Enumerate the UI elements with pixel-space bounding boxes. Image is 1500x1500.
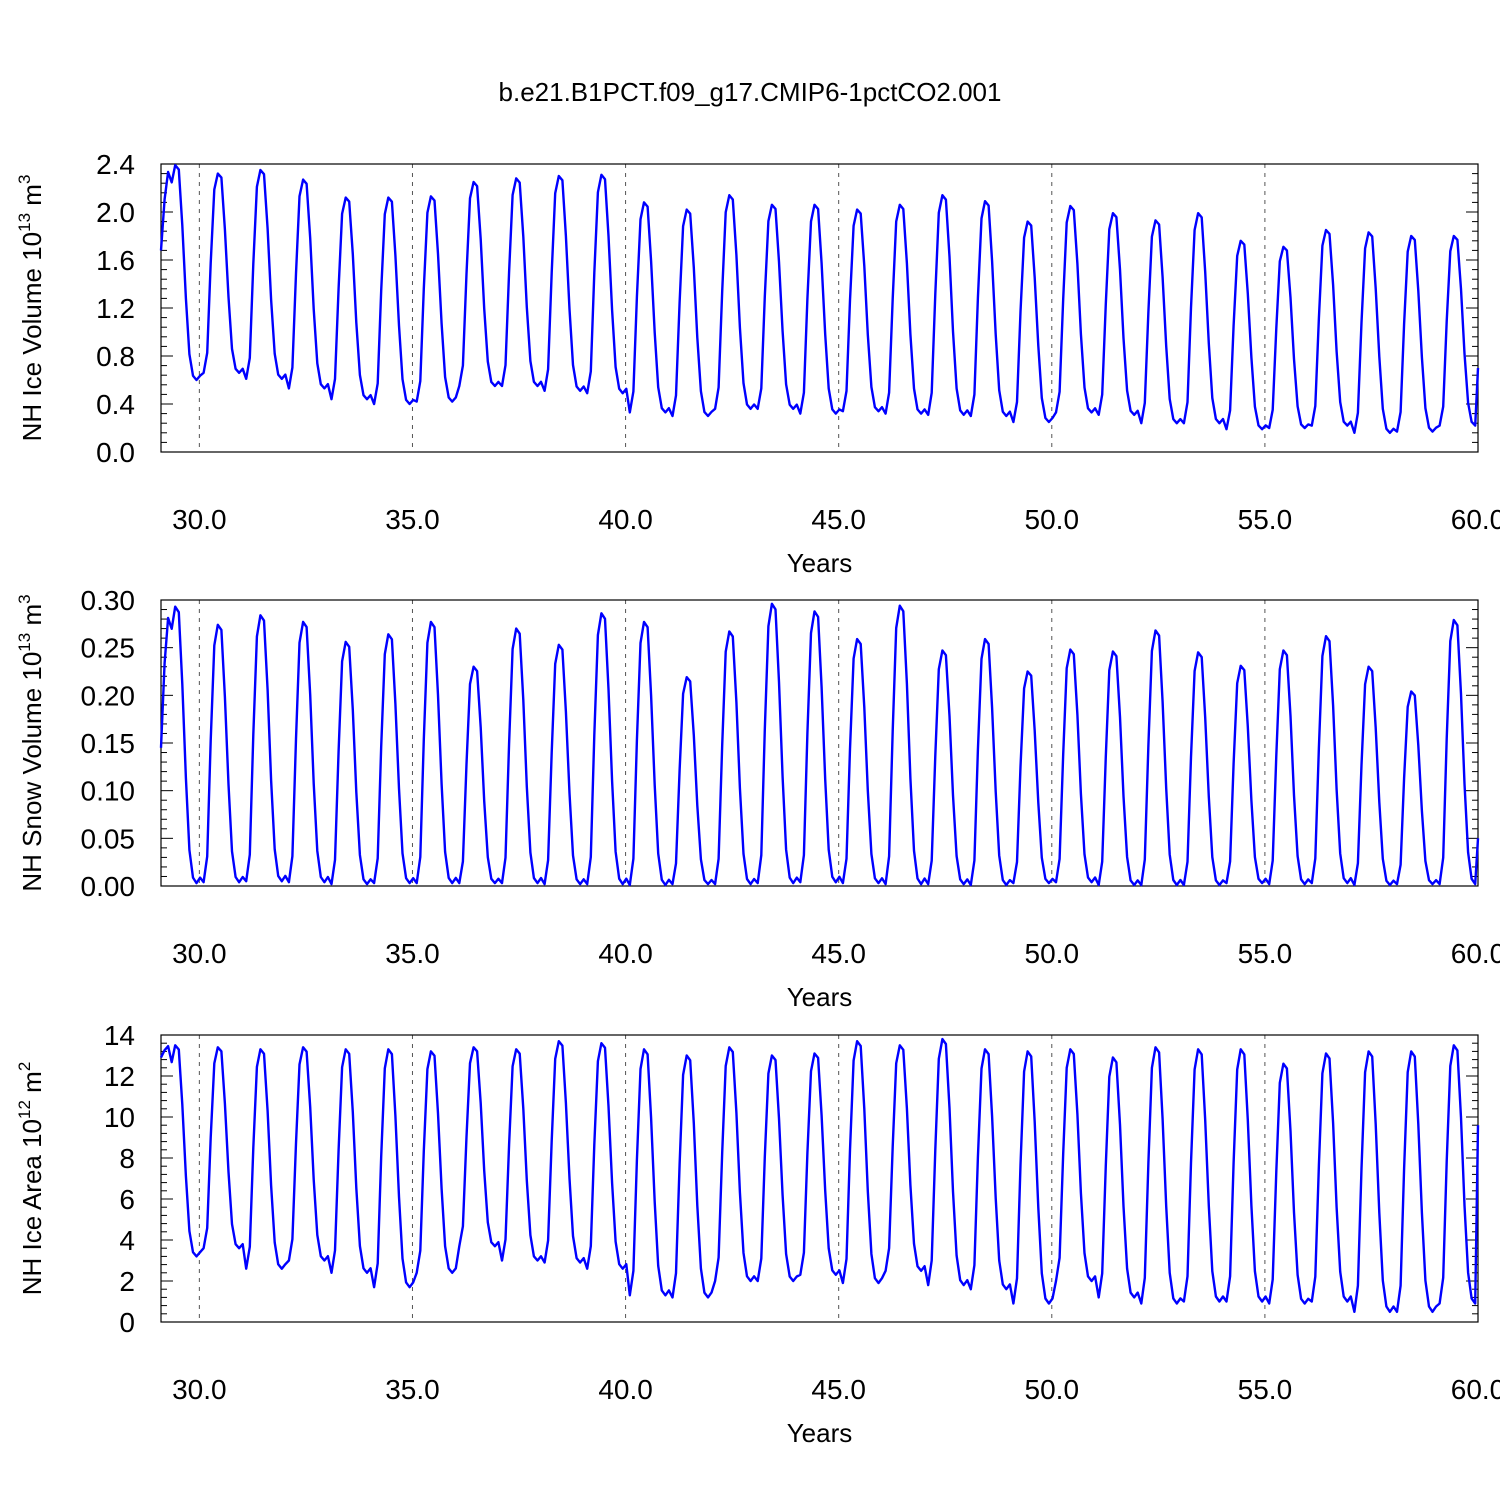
y-tick-label: 14 [104,1020,135,1051]
x-tick-label: 50.0 [1025,1374,1080,1405]
y-tick-label: 0.0 [96,437,135,468]
y-axis-label-superscript: 12 [15,1100,34,1119]
y-tick-label: 0.15 [81,728,136,759]
x-tick-label: 40.0 [598,504,653,535]
y-tick-label: 1.2 [96,293,135,324]
y-axis-label-text: m [17,604,47,633]
y-axis-label-text: m [17,1071,47,1100]
x-tick-label: 55.0 [1238,938,1293,969]
x-axis-label: Years [787,982,853,1012]
y-tick-label: 6 [119,1184,135,1215]
y-axis-label-text: m [17,184,47,213]
y-tick-label: 0.10 [81,776,136,807]
y-axis-label-superscript: 3 [15,175,34,184]
x-axis-label: Years [787,1418,853,1448]
x-tick-label: 60.0 [1451,504,1500,535]
x-tick-label: 60.0 [1451,938,1500,969]
y-axis-label-text: NH Ice Volume 10 [17,232,47,442]
nh-snow-volume-series-line [159,602,1480,887]
y-tick-label: 0.30 [81,585,136,616]
y-tick-label: 8 [119,1143,135,1174]
x-tick-label: 30.0 [172,938,227,969]
y-axis-label-superscript: 3 [15,594,34,603]
x-tick-label: 35.0 [385,1374,440,1405]
y-tick-label: 0.8 [96,341,135,372]
y-tick-label: 2.0 [96,197,135,228]
y-axis-label-text: NH Ice Area 10 [17,1119,47,1295]
x-tick-label: 30.0 [172,1374,227,1405]
y-tick-label: 0 [119,1307,135,1338]
y-tick-label: 2.4 [96,149,135,180]
x-tick-label: 55.0 [1238,1374,1293,1405]
y-axis-label: NH Snow Volume 1013 m3 [15,594,47,891]
y-tick-label: 10 [104,1102,135,1133]
nh-ice-area-series-line [159,1037,1480,1313]
plot-frame [160,163,1479,453]
x-tick-label: 45.0 [811,504,866,535]
x-tick-label: 40.0 [598,1374,653,1405]
y-tick-label: 0.25 [81,633,136,664]
y-tick-label: 1.6 [96,245,135,276]
nh-ice-area-panel: 0 2 4 6 8 10 12 14 30.0 35.0 40.0 45.0 50.0 55.0 60.0 Y… [15,1020,1500,1448]
x-tick-label: 50.0 [1025,938,1080,969]
nh-snow-volume-panel: 0.00 0.05 0.10 0.15 0.20 0.25 0.30 30.0 35.0 40.0… [15,585,1500,1012]
x-tick-label: 35.0 [385,504,440,535]
y-axis-label: NH Ice Area 1012 m2 [15,1062,47,1296]
nh-ice-volume-panel: 0.0 0.4 0.8 1.2 1.6 2.0 2.4 30.0 35.0 40.0 45.0 50.… [15,149,1500,578]
y-tick-label: 0.00 [81,871,136,902]
x-tick-label: 60.0 [1451,1374,1500,1405]
y-tick-label: 4 [119,1225,135,1256]
y-tick-label: 0.20 [81,680,136,711]
y-axis-label-superscript: 2 [15,1062,34,1071]
figure-title: b.e21.B1PCT.f09_g17.CMIP6-1pctCO2.001 [499,77,1002,107]
x-tick-label: 30.0 [172,504,227,535]
y-axis-label: NH Ice Volume 1013 m3 [15,175,47,442]
x-tick-label: 45.0 [811,1374,866,1405]
x-tick-label: 45.0 [811,938,866,969]
y-tick-label: 0.05 [81,823,136,854]
nh-ice-volume-series-line [159,164,1480,434]
x-tick-label: 50.0 [1025,504,1080,535]
x-tick-label: 35.0 [385,938,440,969]
y-axis-label-superscript: 13 [15,633,34,652]
y-tick-label: 0.4 [96,389,135,420]
x-tick-label: 40.0 [598,938,653,969]
y-axis-label-text: NH Snow Volume 10 [17,652,47,892]
y-axis-label-superscript: 13 [15,213,34,232]
x-tick-label: 55.0 [1238,504,1293,535]
y-tick-label: 12 [104,1061,135,1092]
x-axis-label: Years [787,548,853,578]
y-tick-label: 2 [119,1266,135,1297]
panels: 0.0 0.4 0.8 1.2 1.6 2.0 2.4 30.0 35.0 40.0 45.0 50.… [15,149,1500,1448]
